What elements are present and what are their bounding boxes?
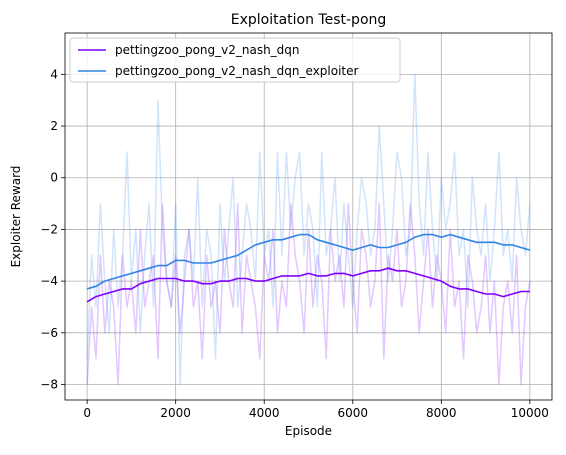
x-tick-label: 6000 bbox=[337, 406, 368, 420]
x-tick-label: 2000 bbox=[160, 406, 191, 420]
y-tick-label: −6 bbox=[40, 326, 58, 340]
y-tick-label: −4 bbox=[40, 274, 58, 288]
y-tick-label: 0 bbox=[50, 171, 58, 185]
raw-series-line-1 bbox=[86, 73, 531, 386]
legend-box bbox=[69, 37, 401, 83]
raw-series-lines bbox=[86, 73, 531, 386]
smoothed-series-line-0 bbox=[86, 267, 530, 303]
y-tick-label: −2 bbox=[40, 222, 58, 236]
raw-series-line-0 bbox=[86, 202, 531, 386]
y-axis-label: Exploiter Reward bbox=[9, 166, 23, 268]
smoothed-series-line-1 bbox=[86, 233, 531, 290]
x-tick-label: 4000 bbox=[249, 406, 280, 420]
y-axis-ticks: −8 −6 −4 −2 0 2 4 bbox=[40, 67, 65, 391]
x-axis-label: Episode bbox=[285, 424, 332, 438]
smoothed-series-lines bbox=[86, 233, 531, 303]
chart-title: Exploitation Test-pong bbox=[231, 12, 387, 28]
x-axis-ticks: 0 2000 4000 6000 8000 10000 bbox=[83, 400, 549, 420]
y-tick-label: 2 bbox=[50, 119, 58, 133]
plot-frame bbox=[64, 32, 553, 401]
x-tick-label: 0 bbox=[83, 406, 91, 420]
legend-label-nash-dqn: pettingzoo_pong_v2_nash_dqn bbox=[115, 43, 300, 57]
grid bbox=[65, 33, 552, 400]
y-tick-label: −8 bbox=[40, 377, 58, 391]
x-tick-label: 8000 bbox=[426, 406, 457, 420]
x-tick-label: 10000 bbox=[511, 406, 549, 420]
legend: pettingzoo_pong_v2_nash_dqn pettingzoo_p… bbox=[69, 37, 401, 83]
legend-label-nash-dqn-exploiter: pettingzoo_pong_v2_nash_dqn_exploiter bbox=[115, 64, 359, 78]
y-tick-label: 4 bbox=[50, 67, 58, 81]
